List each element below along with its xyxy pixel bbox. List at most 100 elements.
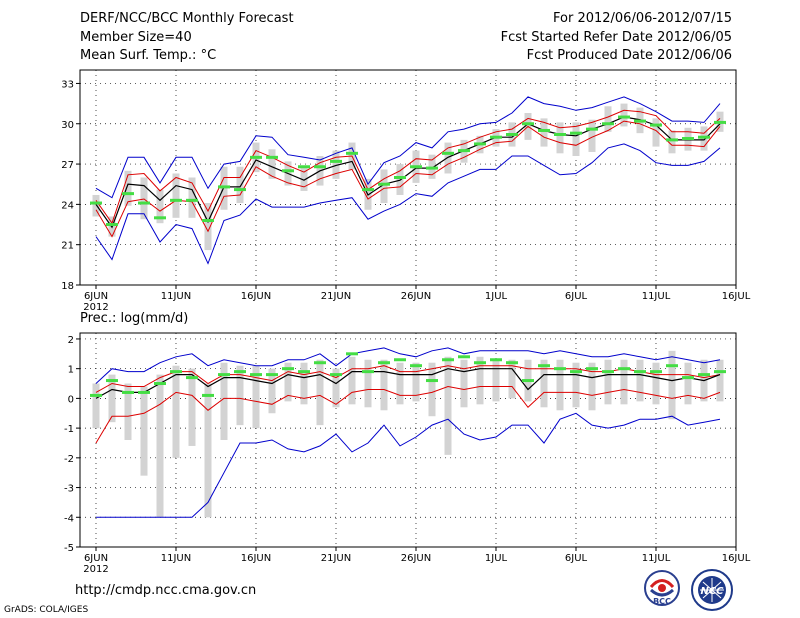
- prec-range-bar: [620, 359, 628, 405]
- temp-range-bar: [556, 122, 564, 154]
- temp-x-tick-label: 16JUL: [722, 291, 751, 302]
- prec-x-tick-label: 26JUN: [401, 553, 431, 564]
- prec-range-bar: [460, 359, 468, 408]
- forecast-produced-date: Fcst Produced Date 2012/06/06: [526, 48, 732, 63]
- temp-year-label: 2012: [83, 302, 108, 313]
- temp-range-bar: [332, 150, 340, 179]
- prec-range-bar: [332, 368, 340, 408]
- temp-plot-frame: [79, 69, 737, 286]
- prec-obs-marker: [202, 393, 214, 397]
- temp-range-bar: [620, 103, 628, 127]
- temp-obs-marker: [682, 137, 694, 141]
- temp-obs-marker: [474, 142, 486, 146]
- prec-range-bar: [652, 362, 660, 405]
- temp-range-bar: [156, 189, 164, 224]
- prec-range-bar: [540, 359, 548, 408]
- temp-obs-marker: [282, 169, 294, 173]
- prec-range-bar: [476, 356, 484, 405]
- temp-range-bar: [236, 166, 244, 204]
- temp-series-upper-line: [95, 109, 721, 225]
- temp-obs-marker: [554, 133, 566, 136]
- temp-obs-marker: [250, 155, 262, 159]
- temp-obs-marker: [202, 219, 214, 222]
- prec-obs-marker: [474, 361, 486, 365]
- temp-obs-marker: [506, 133, 518, 136]
- prec-x-tick-label: 6JUL: [565, 553, 588, 564]
- prec-series-upper-line: [95, 365, 721, 393]
- temp-obs-marker: [522, 122, 534, 126]
- prec-range-bar: [716, 359, 724, 402]
- temp-y-tick-label: 18: [61, 281, 74, 292]
- prec-range-bar: [428, 362, 436, 417]
- temp-obs-marker: [234, 188, 246, 192]
- prec-year-label: 2012: [83, 564, 108, 575]
- temp-obs-marker: [570, 131, 582, 135]
- prec-obs-marker: [394, 358, 406, 362]
- source-url[interactable]: http://cmdp.ncc.cma.gov.cn: [75, 583, 257, 598]
- ncc-logo-text: NCC: [700, 586, 724, 597]
- temp-obs-marker: [362, 188, 374, 192]
- prec-obs-marker: [506, 361, 518, 365]
- prec-obs-marker: [602, 370, 614, 374]
- prec-range-bar: [300, 362, 308, 405]
- temp-x-tick-label: 21JUN: [321, 291, 351, 302]
- temp-x-tick-label: 26JUN: [401, 291, 431, 302]
- temp-range-bar: [668, 130, 676, 154]
- prec-obs-marker: [362, 370, 374, 374]
- temp-obs-marker: [666, 138, 678, 142]
- prec-obs-marker: [266, 373, 278, 377]
- prec-range-bar: [140, 386, 148, 476]
- prec-obs-marker: [618, 367, 630, 371]
- prec-range-bar: [684, 362, 692, 405]
- prec-obs-marker: [458, 355, 470, 359]
- prec-obs-marker: [186, 376, 198, 380]
- ncc-logo: NCC: [691, 569, 733, 611]
- temp-obs-marker: [90, 201, 102, 205]
- bcc-logo: BCC: [644, 570, 680, 606]
- bcc-logo-text: BCC: [653, 597, 671, 606]
- temp-y-tick-label: 21: [61, 241, 74, 252]
- temp-y-tick-label: 33: [61, 79, 74, 90]
- prec-range-bar: [252, 365, 260, 429]
- prec-obs-marker: [298, 370, 310, 374]
- temp-obs-marker: [170, 198, 182, 202]
- prec-x-tick-label: 16JUN: [241, 553, 271, 564]
- temp-range-bar: [652, 118, 660, 147]
- prec-series-mean-line: [95, 368, 721, 399]
- prec-y-tick-label: -3: [64, 484, 74, 495]
- prec-obs-marker: [490, 358, 502, 362]
- temp-range-bar: [572, 122, 580, 156]
- prec-obs-marker: [698, 373, 710, 377]
- prec-y-tick-label: -1: [64, 424, 74, 435]
- prec-obs-marker: [138, 390, 150, 394]
- temp-range-bar: [380, 169, 388, 204]
- prec-obs-marker: [122, 390, 134, 394]
- temp-obs-marker: [490, 135, 502, 139]
- temp-obs-marker: [602, 122, 614, 126]
- chart-title: DERF/NCC/BCC Monthly Forecast: [80, 11, 294, 26]
- prec-obs-marker: [634, 370, 646, 374]
- member-size: Member Size=40: [80, 30, 192, 45]
- temp-obs-marker: [426, 166, 438, 170]
- temp-obs-marker: [634, 119, 646, 123]
- temp-range-bar: [188, 177, 196, 218]
- prec-x-tick-label: 1JUL: [485, 553, 508, 564]
- temp-range-bar: [300, 166, 308, 191]
- prec-obs-marker: [682, 376, 694, 380]
- temp-series-lower-line: [95, 120, 721, 238]
- temp-obs-marker: [122, 192, 134, 196]
- prec-range-bar: [572, 362, 580, 408]
- prec-range-bar: [284, 362, 292, 402]
- prec-range-bar: [556, 359, 564, 411]
- temp-obs-marker: [410, 165, 422, 169]
- prec-range-bar: [236, 365, 244, 426]
- prec-range-bar: [444, 356, 452, 455]
- grads-credit: GrADS: COLA/IGES: [4, 605, 89, 615]
- prec-series-lower-line: [95, 385, 721, 444]
- temp-obs-marker: [218, 185, 230, 189]
- temp-obs-marker: [442, 151, 454, 155]
- temp-series-max-line: [95, 96, 721, 199]
- prec-x-tick-label: 11JUN: [161, 553, 191, 564]
- prec-obs-marker: [346, 352, 358, 356]
